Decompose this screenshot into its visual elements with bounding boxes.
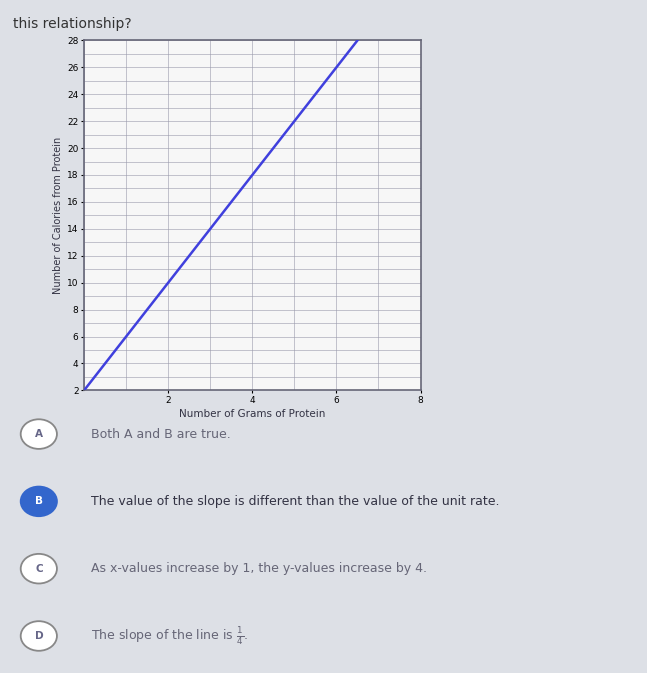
Text: D: D — [34, 631, 43, 641]
Text: The slope of the line is $\frac{1}{4}$.: The slope of the line is $\frac{1}{4}$. — [91, 625, 248, 647]
Y-axis label: Number of Calories from Protein: Number of Calories from Protein — [53, 137, 63, 294]
Text: this relationship?: this relationship? — [13, 17, 131, 31]
Text: B: B — [35, 497, 43, 506]
Text: The value of the slope is different than the value of the unit rate.: The value of the slope is different than… — [91, 495, 499, 508]
Text: C: C — [35, 564, 43, 573]
X-axis label: Number of Grams of Protein: Number of Grams of Protein — [179, 409, 325, 419]
Text: A: A — [35, 429, 43, 439]
Text: As x-values increase by 1, the y-values increase by 4.: As x-values increase by 1, the y-values … — [91, 562, 426, 575]
Text: Both A and B are true.: Both A and B are true. — [91, 427, 230, 441]
